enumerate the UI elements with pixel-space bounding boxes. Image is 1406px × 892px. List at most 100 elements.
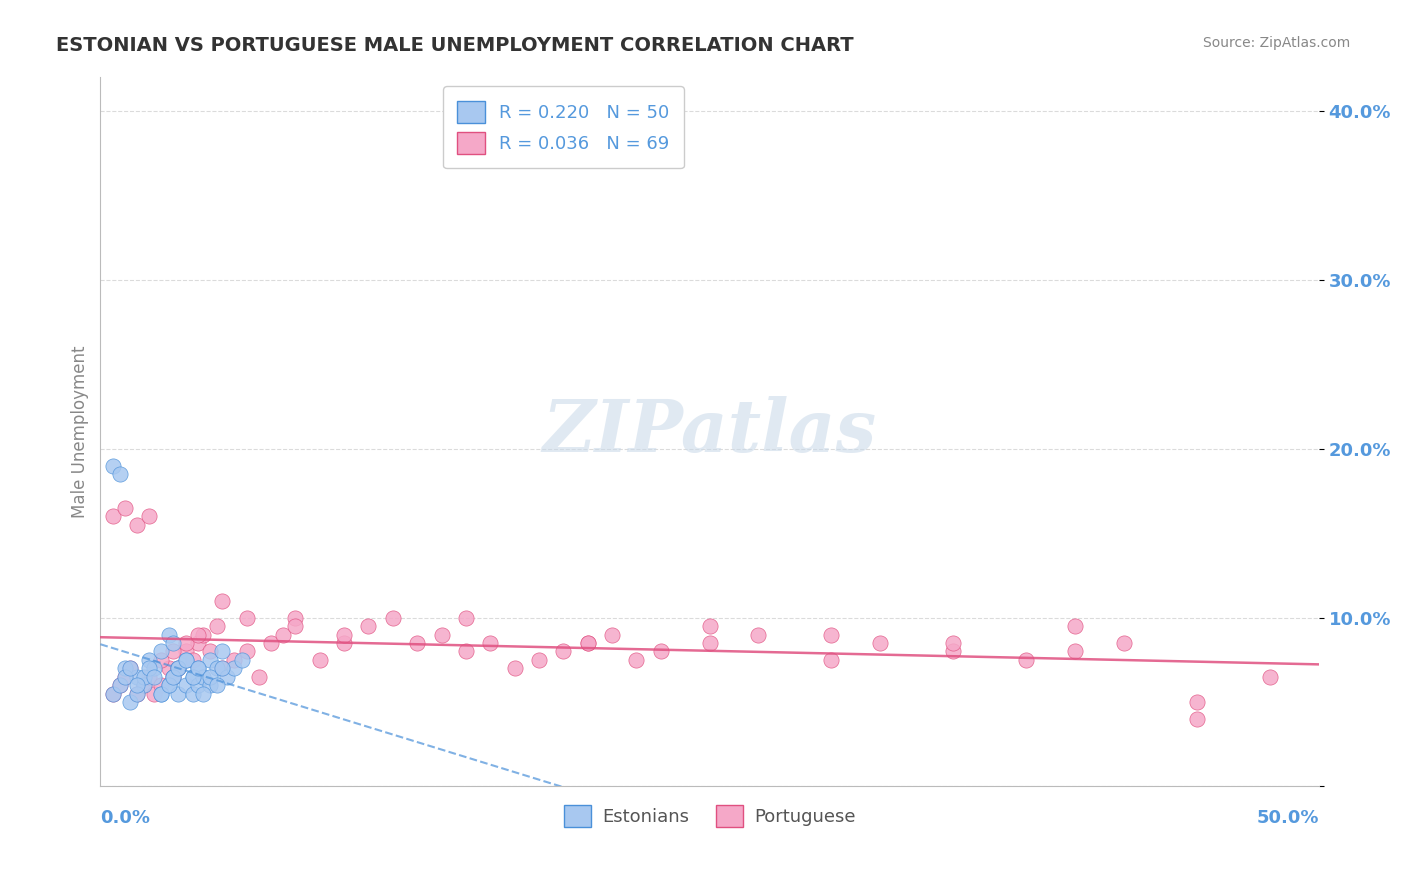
Point <box>231 653 253 667</box>
Point <box>162 670 184 684</box>
Point <box>125 687 148 701</box>
Point <box>211 594 233 608</box>
Point <box>187 636 209 650</box>
Point <box>198 678 221 692</box>
Point <box>600 627 623 641</box>
Point <box>191 670 214 684</box>
Point <box>1064 619 1087 633</box>
Point <box>454 610 477 624</box>
Point <box>181 670 204 684</box>
Point <box>162 644 184 658</box>
Point <box>503 661 526 675</box>
Point <box>174 644 197 658</box>
Point <box>134 670 156 684</box>
Text: Source: ZipAtlas.com: Source: ZipAtlas.com <box>1202 36 1350 50</box>
Point <box>381 610 404 624</box>
Point <box>167 661 190 675</box>
Point <box>150 678 173 692</box>
Point <box>101 458 124 473</box>
Point <box>187 627 209 641</box>
Point <box>1112 636 1135 650</box>
Point <box>118 661 141 675</box>
Point <box>138 653 160 667</box>
Point <box>134 678 156 692</box>
Point <box>162 670 184 684</box>
Point <box>479 636 502 650</box>
Point <box>284 619 307 633</box>
Point <box>747 627 769 641</box>
Point <box>187 678 209 692</box>
Point <box>125 517 148 532</box>
Point <box>108 678 131 692</box>
Point <box>406 636 429 650</box>
Point <box>125 678 148 692</box>
Point <box>333 636 356 650</box>
Point <box>125 687 148 701</box>
Point <box>699 636 721 650</box>
Point <box>138 670 160 684</box>
Point <box>191 687 214 701</box>
Point <box>260 636 283 650</box>
Point <box>167 661 190 675</box>
Point <box>191 627 214 641</box>
Point <box>143 670 166 684</box>
Point <box>187 661 209 675</box>
Point <box>820 627 842 641</box>
Point <box>235 644 257 658</box>
Point <box>150 653 173 667</box>
Point <box>125 670 148 684</box>
Text: 50.0%: 50.0% <box>1257 809 1319 827</box>
Point <box>198 670 221 684</box>
Point <box>174 653 197 667</box>
Point <box>181 670 204 684</box>
Point <box>114 670 136 684</box>
Point <box>820 653 842 667</box>
Point <box>157 678 180 692</box>
Point <box>150 687 173 701</box>
Text: ZIPatlas: ZIPatlas <box>543 396 876 467</box>
Point <box>143 687 166 701</box>
Point <box>1258 670 1281 684</box>
Point <box>576 636 599 650</box>
Point <box>207 661 229 675</box>
Point <box>207 619 229 633</box>
Point <box>174 653 197 667</box>
Point <box>157 661 180 675</box>
Point <box>162 636 184 650</box>
Point <box>650 644 672 658</box>
Point <box>1185 695 1208 709</box>
Point <box>150 644 173 658</box>
Point <box>527 653 550 667</box>
Point <box>224 661 246 675</box>
Point <box>1015 653 1038 667</box>
Point <box>108 678 131 692</box>
Point <box>101 687 124 701</box>
Point <box>1185 712 1208 726</box>
Point <box>211 661 233 675</box>
Point <box>235 610 257 624</box>
Point <box>167 661 190 675</box>
Point <box>138 661 160 675</box>
Point <box>626 653 648 667</box>
Point <box>143 661 166 675</box>
Point <box>224 653 246 667</box>
Point <box>454 644 477 658</box>
Point <box>942 644 965 658</box>
Point <box>181 653 204 667</box>
Point <box>207 678 229 692</box>
Point <box>150 687 173 701</box>
Point <box>108 467 131 482</box>
Point <box>247 670 270 684</box>
Point <box>181 687 204 701</box>
Point <box>118 695 141 709</box>
Point <box>114 661 136 675</box>
Point <box>134 678 156 692</box>
Point <box>211 644 233 658</box>
Point <box>308 653 330 667</box>
Point <box>118 661 141 675</box>
Point <box>1064 644 1087 658</box>
Y-axis label: Male Unemployment: Male Unemployment <box>72 346 89 518</box>
Text: ESTONIAN VS PORTUGUESE MALE UNEMPLOYMENT CORRELATION CHART: ESTONIAN VS PORTUGUESE MALE UNEMPLOYMENT… <box>56 36 853 54</box>
Point <box>198 644 221 658</box>
Point <box>187 661 209 675</box>
